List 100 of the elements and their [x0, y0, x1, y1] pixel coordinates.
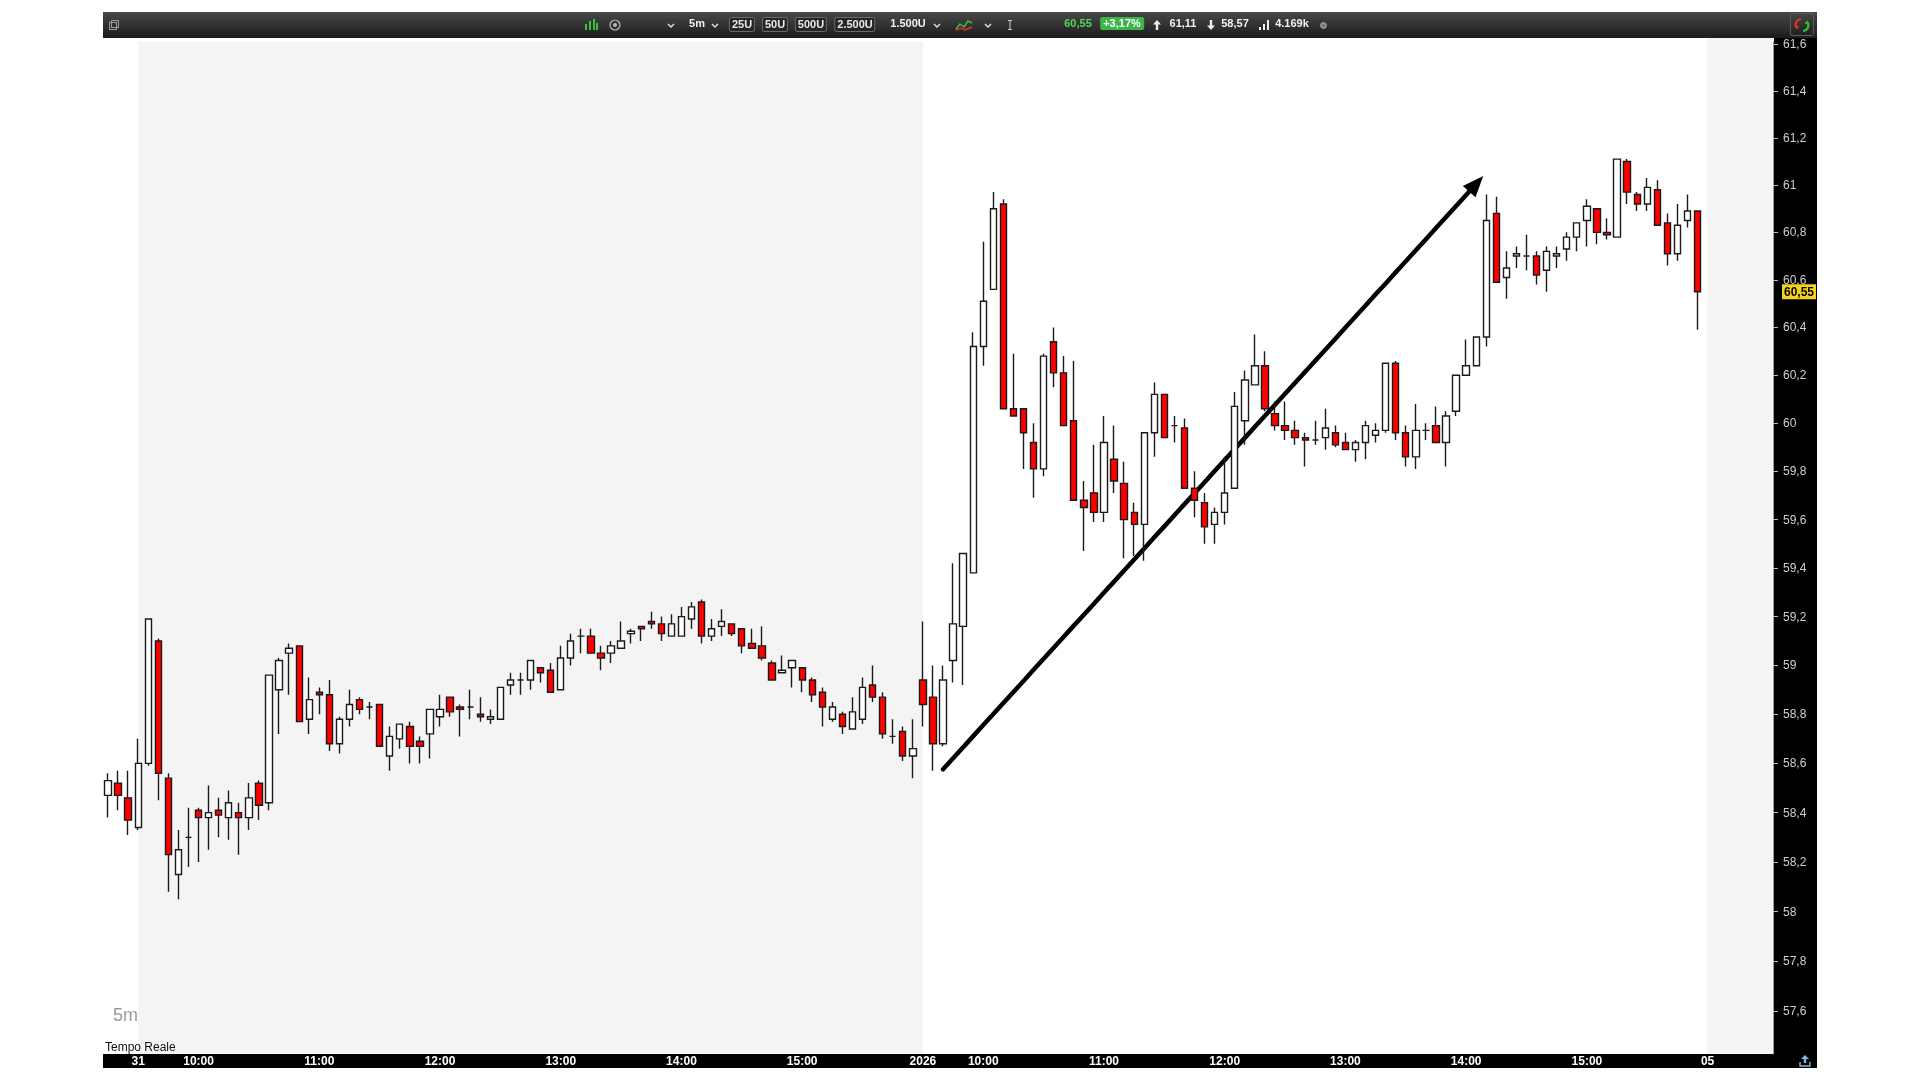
- candlestick: [274, 657, 284, 735]
- candlestick: [1240, 369, 1250, 446]
- x-tick-label: 31: [131, 1054, 146, 1068]
- y-tick-label: 60,6: [1783, 272, 1807, 287]
- candlestick: [1049, 326, 1058, 388]
- candlestick: [848, 696, 857, 730]
- candlestick: [103, 772, 113, 819]
- y-tick-label: 58,8: [1783, 707, 1807, 722]
- text: 2.500U: [834, 17, 876, 32]
- y-tick-label: 59,2: [1783, 609, 1807, 624]
- candlestick: [1099, 415, 1109, 523]
- y-tick-label: 57,6: [1783, 1004, 1807, 1019]
- candlestick: [264, 674, 274, 811]
- text: 1.500U: [890, 17, 926, 30]
- candlestick: [667, 613, 676, 637]
- candlestick: [506, 672, 515, 696]
- candlestick: [586, 628, 596, 654]
- candlestick: [1482, 193, 1491, 348]
- x-tick-label: 11:00: [1088, 1054, 1120, 1068]
- candlestick: [325, 679, 334, 752]
- candlestick: [1592, 207, 1602, 245]
- candlestick: [1562, 231, 1571, 262]
- candlestick: [747, 628, 757, 649]
- candlestick: [1693, 210, 1702, 331]
- text: 5m: [689, 17, 705, 30]
- candlestick: [576, 628, 586, 654]
- y-tick-label: 58,2: [1783, 855, 1807, 870]
- y-tick-label: 59,6: [1783, 512, 1807, 527]
- candlestick: [224, 789, 233, 841]
- candlestick: [989, 191, 998, 291]
- candlestick: [1401, 424, 1410, 468]
- candlestick: [164, 772, 173, 893]
- candlestick: [1532, 250, 1541, 286]
- candlestick: [345, 689, 354, 728]
- candlestick: [1633, 191, 1642, 212]
- candlestick: [1140, 432, 1149, 562]
- candlestick: [1039, 353, 1048, 477]
- x-tick-label: 15:00: [1571, 1054, 1603, 1068]
- candlestick: [637, 625, 646, 642]
- candlestick: [737, 628, 746, 654]
- candlestick: [1643, 177, 1652, 212]
- candlestick: [1542, 245, 1551, 293]
- candlestick: [908, 718, 918, 779]
- text: 4.169k: [1275, 17, 1309, 30]
- candlestick: [1301, 432, 1310, 468]
- candlestick: [979, 241, 988, 367]
- candlestick: [888, 718, 897, 745]
- candlestick: [254, 779, 264, 821]
- candlestick: [556, 645, 565, 691]
- candlestick: [315, 686, 324, 716]
- candlestick: [647, 611, 656, 630]
- candlestick: [1461, 338, 1471, 376]
- candlestick: [1341, 432, 1350, 451]
- candlestick: [969, 331, 978, 574]
- x-tick-label: 14:00: [666, 1054, 698, 1068]
- candlestick: [194, 807, 203, 863]
- candlestick: [798, 667, 807, 693]
- candlestick: [1200, 492, 1209, 545]
- y-tick-label: 60,2: [1783, 368, 1807, 383]
- x-tick-label: 13:00: [545, 1054, 577, 1068]
- candlestick: [1250, 333, 1260, 386]
- x-tick-label: 2026: [909, 1054, 937, 1068]
- text: 61,11: [1169, 17, 1197, 30]
- candlestick: [1321, 408, 1330, 451]
- candlestick: [1391, 360, 1400, 441]
- candlestick: [395, 723, 404, 750]
- candlestick: [606, 640, 616, 664]
- candlestick: [727, 623, 736, 637]
- candlestick: [1673, 203, 1682, 262]
- candlestick: [938, 664, 948, 747]
- candlestick: [767, 659, 777, 681]
- candlestick: [566, 632, 575, 667]
- candlestick: [1663, 212, 1672, 267]
- candlestick: [1009, 353, 1018, 417]
- candlestick: [1683, 193, 1692, 229]
- candlestick: [335, 716, 344, 755]
- candlestick: [284, 642, 294, 696]
- x-tick-label: 05: [1700, 1054, 1715, 1068]
- candlestick: [516, 672, 525, 696]
- y-tick-label: 61,2: [1783, 130, 1807, 145]
- candlestick: [1411, 403, 1421, 470]
- candlestick: [697, 598, 706, 645]
- text: +3,17%: [1100, 17, 1144, 30]
- candlestick: [526, 659, 535, 691]
- candlestick: [1622, 158, 1632, 205]
- candlestick: [214, 797, 223, 839]
- x-tick-label: 13:00: [1330, 1054, 1362, 1068]
- candlestick: [1270, 400, 1280, 432]
- x-tick-label: 14:00: [1450, 1054, 1482, 1068]
- candlestick: [1311, 420, 1320, 446]
- candlestick: [1280, 400, 1290, 441]
- text: 58,57: [1221, 17, 1249, 30]
- candlestick: [838, 711, 847, 735]
- candlestick: [1492, 196, 1501, 283]
- candlestick: [415, 735, 425, 765]
- candlestick: [305, 676, 314, 735]
- candlestick: [1512, 245, 1521, 269]
- candlestick: [234, 802, 243, 856]
- candlestick: [1029, 422, 1038, 499]
- candlestick: [1331, 424, 1340, 448]
